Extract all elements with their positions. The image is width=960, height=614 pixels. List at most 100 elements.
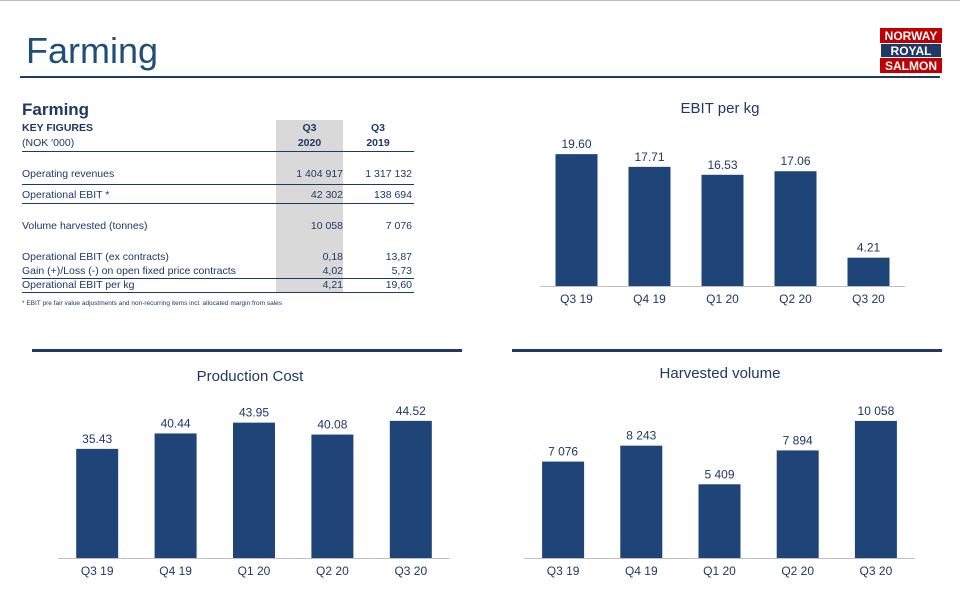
x-tick-label: Q3 20 <box>860 564 893 578</box>
x-tick-label: Q2 20 <box>779 292 812 306</box>
bar-q1-20 <box>233 422 275 558</box>
unit-label: (NOK '000) <box>22 137 75 149</box>
bar-q2-20 <box>311 434 354 558</box>
cell-q3-2019: 13,87 <box>385 251 412 263</box>
data-label: 7 894 <box>783 433 813 447</box>
harvested-volume-chart: Harvested volume 7 076 Q3 19 8 243 Q4 19 5 4… <box>500 362 940 592</box>
table-row: Operational EBIT * 42 302 138 694 <box>22 189 418 203</box>
page-title: Farming <box>26 30 159 71</box>
row-label: Operational EBIT * <box>22 189 110 201</box>
data-label: 19.60 <box>561 137 591 151</box>
cell-q3-2020: 4,02 <box>322 265 343 277</box>
data-label: 5 409 <box>704 467 734 481</box>
cell-q3-2019: 7 076 <box>385 220 412 232</box>
table-heading: Farming <box>22 100 90 119</box>
bar-q3-20 <box>854 420 897 558</box>
x-tick-label: Q4 19 <box>633 292 666 306</box>
chart-title: Harvested volume <box>659 365 781 382</box>
row-label: Operational EBIT per kg <box>22 279 135 291</box>
data-label: 17.06 <box>780 154 810 168</box>
chart-title: Production Cost <box>196 368 304 385</box>
row-label: Operational EBIT (ex contracts) <box>22 251 169 263</box>
title-divider <box>20 76 940 78</box>
data-label: 44.52 <box>396 404 426 418</box>
logo-line-1: NORWAY <box>880 28 942 43</box>
cell-q3-2019: 19,60 <box>385 279 412 291</box>
row-rule <box>22 184 414 185</box>
section-divider-right <box>512 349 942 352</box>
cell-q3-2019: 5,73 <box>391 265 412 277</box>
x-tick-label: Q4 19 <box>159 564 192 578</box>
data-label: 43.95 <box>239 406 269 420</box>
bar-q4-19 <box>154 433 197 558</box>
data-label: 4.21 <box>857 241 881 255</box>
section-divider-left <box>32 349 462 352</box>
table-header-row-2: (NOK '000) 2020 2019 <box>22 137 418 151</box>
bar-q3-19 <box>555 154 598 286</box>
bar-q2-20 <box>776 450 819 558</box>
data-label: 40.08 <box>317 418 347 432</box>
cell-q3-2020: 0,18 <box>322 251 343 263</box>
bar-q3-19 <box>542 461 585 558</box>
bar-q3-19 <box>76 448 119 558</box>
data-label: 17.71 <box>634 150 664 164</box>
bar-q4-19 <box>620 445 663 558</box>
row-label: Volume harvested (tonnes) <box>22 220 148 232</box>
col-q3-2020-header: Q3 <box>302 122 317 134</box>
table-row: Volume harvested (tonnes) 10 058 7 076 <box>22 220 418 234</box>
data-label: 35.43 <box>82 432 112 446</box>
table-bottom-rule <box>22 292 414 293</box>
current-quarter-shade <box>276 120 343 292</box>
production-cost-chart: Production Cost 35.43 Q3 19 40.44 Q4 19 43.9… <box>30 362 470 592</box>
harvested-volume-plot: 7 076 Q3 19 8 243 Q4 19 5 409 Q1 20 7 894 Q2 20… <box>524 404 915 578</box>
row-rule <box>22 203 414 204</box>
table-header-row: KEY FIGURES Q3 Q3 <box>22 122 418 136</box>
cell-q3-2020: 10 058 <box>310 220 343 232</box>
data-label: 7 076 <box>548 445 578 459</box>
col-q3-2019-header: Q3 <box>370 122 385 134</box>
data-label: 10 058 <box>858 404 895 418</box>
x-tick-label: Q1 20 <box>703 564 736 578</box>
header-rule <box>22 151 414 152</box>
row-rule <box>22 278 414 279</box>
ebit-per-kg-chart: EBIT per kg 19.60 Q3 19 17.71 Q4 19 16.53 Q1 … <box>510 96 930 316</box>
top-border <box>0 0 960 1</box>
cell-q3-2019: 138 694 <box>374 189 412 201</box>
norway-royal-salmon-logo: NORWAY ROYAL SALMON <box>880 28 942 74</box>
bar-q4-19 <box>628 166 671 286</box>
production-cost-plot: 35.43 Q3 19 40.44 Q4 19 43.95 Q1 20 40.08 Q2 20… <box>58 404 450 578</box>
x-tick-label: Q2 20 <box>316 564 349 578</box>
table-footnote: * EBIT pre fair value adjustments and no… <box>22 300 282 307</box>
chart-title: EBIT per kg <box>680 100 760 117</box>
row-label: Gain (+)/Loss (-) on open fixed price co… <box>22 265 236 277</box>
x-tick-label: Q1 20 <box>238 564 271 578</box>
cell-q3-2020: 1 404 917 <box>296 168 343 180</box>
cell-q3-2020: 42 302 <box>310 189 343 201</box>
table-row: Operational EBIT per kg 4,21 19,60 <box>22 279 418 293</box>
x-tick-label: Q3 19 <box>547 564 580 578</box>
x-tick-label: Q4 19 <box>625 564 658 578</box>
row-label: Operating revenues <box>22 168 115 180</box>
cell-q3-2020: 4,21 <box>322 279 343 291</box>
data-label: 40.44 <box>161 416 191 430</box>
ebit-per-kg-plot: 19.60 Q3 19 17.71 Q4 19 16.53 Q1 20 17.06 Q2 20… <box>540 137 905 306</box>
data-label: 8 243 <box>626 429 656 443</box>
bar-q3-20 <box>847 257 890 286</box>
data-label: 16.53 <box>707 158 737 172</box>
col-2020-header: 2020 <box>297 137 322 149</box>
x-tick-label: Q3 20 <box>394 564 427 578</box>
x-tick-label: Q2 20 <box>781 564 814 578</box>
table-row: Operating revenues 1 404 917 1 317 132 <box>22 168 418 182</box>
cell-q3-2019: 1 317 132 <box>365 168 412 180</box>
x-tick-label: Q3 20 <box>852 292 885 306</box>
x-tick-label: Q1 20 <box>706 292 739 306</box>
logo-line-3: SALMON <box>880 58 942 73</box>
bar-q2-20 <box>774 171 817 286</box>
x-tick-label: Q3 19 <box>560 292 593 306</box>
table-row: Gain (+)/Loss (-) on open fixed price co… <box>22 265 418 279</box>
logo-line-2: ROYAL <box>880 43 942 58</box>
bar-q3-20 <box>389 420 432 558</box>
x-tick-label: Q3 19 <box>81 564 114 578</box>
table-row: Operational EBIT (ex contracts) 0,18 13,… <box>22 251 418 265</box>
col-2019-header: 2019 <box>366 137 390 149</box>
